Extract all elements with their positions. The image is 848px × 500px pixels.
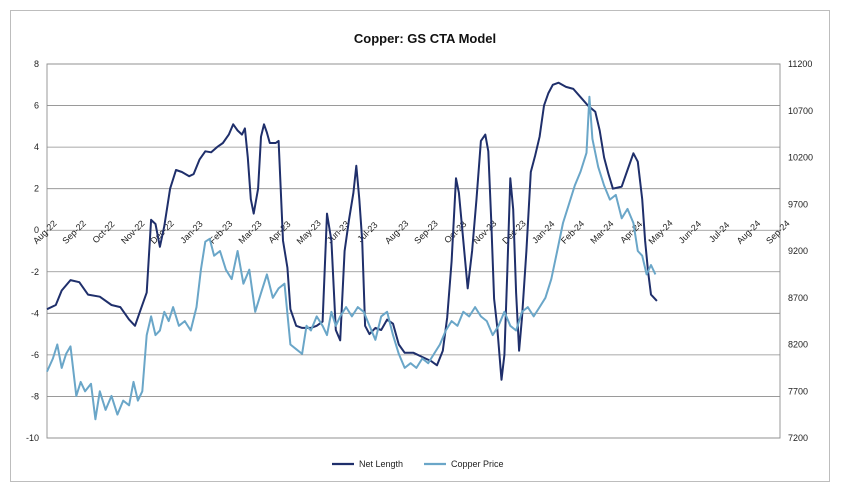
gridlines xyxy=(46,63,781,439)
x-tick-label: May-24 xyxy=(646,218,674,246)
right-tick-label: 7700 xyxy=(788,386,808,396)
x-tick-label: Apr-23 xyxy=(266,219,292,245)
left-tick-label: -10 xyxy=(26,433,39,443)
net-length-line xyxy=(46,81,658,381)
plot-area xyxy=(46,63,781,439)
x-axis: Aug-22 Sep-22 Oct-22 Nov-22 Dec-22 Jan-23 Feb-… xyxy=(31,218,792,246)
chart-title: Copper: GS CTA Model xyxy=(354,31,496,46)
right-y-axis: 11200 10700 10200 9700 9200 8700 8200 7700 7200 xyxy=(788,59,813,443)
series-layer xyxy=(46,81,658,421)
left-tick-label: 0 xyxy=(34,225,39,235)
right-tick-label: 11200 xyxy=(788,59,812,69)
left-tick-label: 4 xyxy=(34,142,39,152)
left-tick-label: -4 xyxy=(31,308,39,318)
x-tick-label: Mar-23 xyxy=(237,218,264,245)
x-tick-label: Jan-24 xyxy=(530,219,557,246)
legend-label-copper-price: Copper Price xyxy=(451,459,504,469)
x-tick-label: Sep-23 xyxy=(412,218,440,246)
left-tick-label: -2 xyxy=(31,267,39,277)
x-tick-label: Aug-24 xyxy=(735,218,763,246)
right-tick-label: 10700 xyxy=(788,106,813,116)
chart-frame xyxy=(10,10,830,482)
right-tick-label: 7200 xyxy=(788,433,808,443)
left-tick-label: -6 xyxy=(31,350,39,360)
x-tick-label: Sep-22 xyxy=(60,218,88,246)
right-tick-label: 9700 xyxy=(788,199,808,209)
x-tick-label: Nov-22 xyxy=(119,218,147,246)
left-tick-label: 8 xyxy=(34,59,39,69)
right-tick-label: 8200 xyxy=(788,340,808,350)
x-tick-label: Jul-24 xyxy=(707,220,731,244)
right-tick-label: 9200 xyxy=(788,246,808,256)
right-tick-label: 10200 xyxy=(788,153,813,163)
x-tick-label: May-23 xyxy=(295,218,323,246)
x-tick-label: Oct-23 xyxy=(442,219,468,245)
left-tick-label: 2 xyxy=(34,184,39,194)
copper-price-line xyxy=(46,95,657,421)
right-tick-label: 8700 xyxy=(788,293,808,303)
x-tick-label: Sep-24 xyxy=(764,218,792,246)
left-tick-label: 6 xyxy=(34,101,39,111)
x-tick-label: Oct-22 xyxy=(90,219,116,245)
legend: Net Length Copper Price xyxy=(332,459,504,469)
left-tick-label: -8 xyxy=(31,391,39,401)
x-tick-label: Jun-24 xyxy=(677,219,704,246)
left-y-axis: 8 6 4 2 0 -2 -4 -6 -8 -10 xyxy=(26,59,39,443)
x-tick-label: Aug-23 xyxy=(383,218,411,246)
x-tick-label: Jul-23 xyxy=(355,220,379,244)
x-tick-label: Jan-23 xyxy=(178,219,205,246)
x-tick-label: Apr-24 xyxy=(618,219,644,245)
x-tick-label: Mar-24 xyxy=(588,218,615,245)
legend-label-net-length: Net Length xyxy=(359,459,403,469)
